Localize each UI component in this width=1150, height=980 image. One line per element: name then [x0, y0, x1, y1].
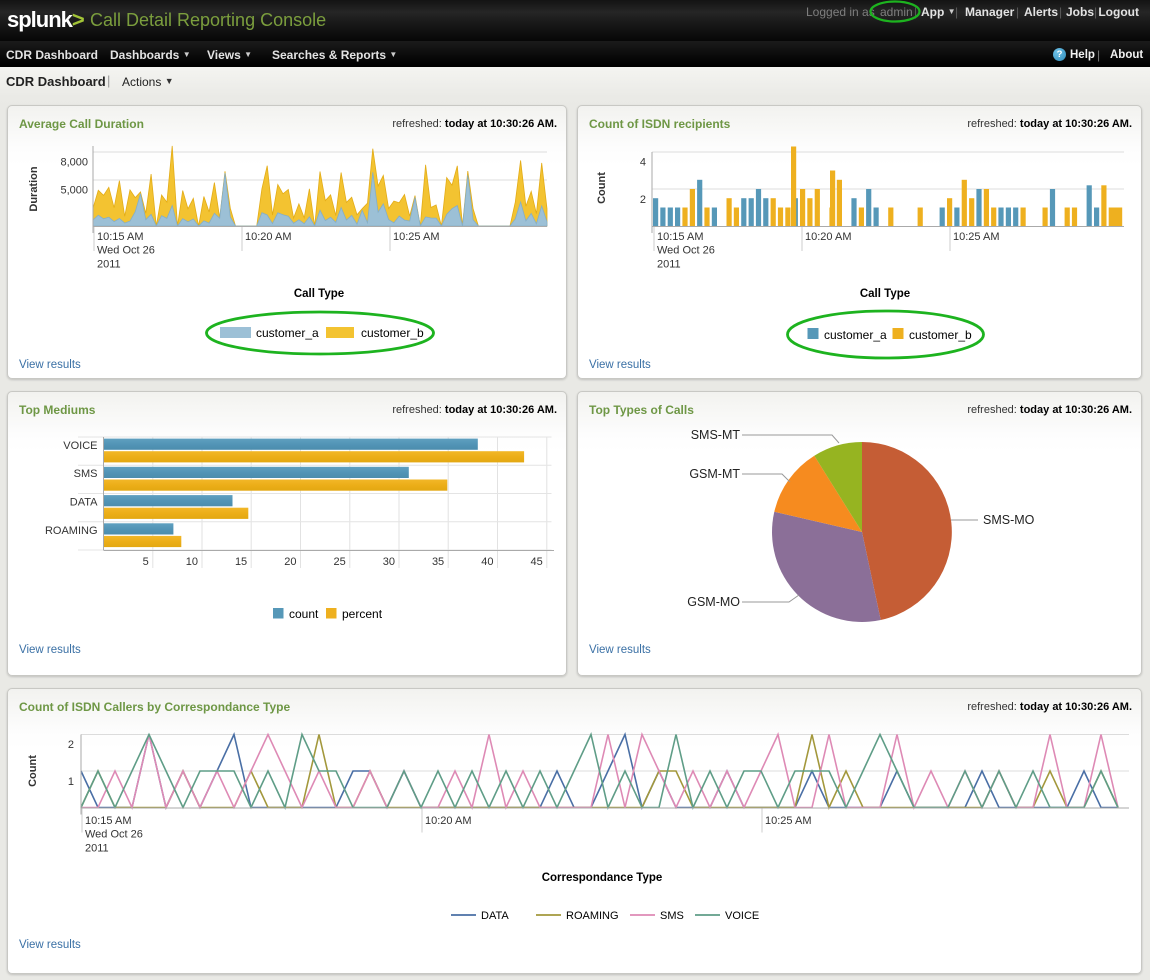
svg-text:4: 4: [640, 157, 646, 169]
svg-text:2011: 2011: [657, 258, 681, 270]
svg-text:VOICE: VOICE: [725, 910, 759, 922]
svg-text:10:15 AM: 10:15 AM: [657, 231, 703, 243]
svg-text:SMS: SMS: [660, 910, 684, 922]
svg-text:2: 2: [68, 739, 74, 751]
svg-text:customer_b: customer_b: [361, 326, 424, 340]
svg-text:SMS: SMS: [74, 468, 98, 480]
svg-text:VOICE: VOICE: [63, 440, 97, 452]
svg-text:SMS-MT: SMS-MT: [691, 428, 741, 442]
svg-text:Duration: Duration: [28, 166, 40, 212]
svg-text:Wed Oct 26: Wed Oct 26: [97, 245, 155, 257]
svg-text:Count: Count: [27, 755, 39, 787]
svg-text:SMS-MO: SMS-MO: [983, 513, 1035, 527]
svg-text:10:25 AM: 10:25 AM: [393, 231, 439, 243]
svg-text:15: 15: [235, 556, 247, 568]
svg-text:2011: 2011: [97, 258, 121, 270]
svg-text:40: 40: [481, 556, 493, 568]
svg-text:customer_a: customer_a: [824, 328, 887, 342]
svg-text:20: 20: [284, 556, 296, 568]
svg-text:Wed Oct 26: Wed Oct 26: [85, 829, 143, 841]
svg-text:DATA: DATA: [70, 497, 98, 509]
svg-text:10:25 AM: 10:25 AM: [953, 231, 999, 243]
svg-text:45: 45: [531, 556, 543, 568]
svg-text:25: 25: [334, 556, 346, 568]
svg-text:DATA: DATA: [481, 910, 509, 922]
svg-text:10:20 AM: 10:20 AM: [805, 231, 851, 243]
svg-text:Call Type: Call Type: [860, 288, 910, 300]
svg-text:Correspondance Type: Correspondance Type: [542, 872, 663, 884]
svg-text:10:15 AM: 10:15 AM: [85, 815, 131, 827]
svg-text:customer_a: customer_a: [256, 326, 319, 340]
svg-text:Wed Oct 26: Wed Oct 26: [657, 245, 715, 257]
svg-text:5: 5: [143, 556, 149, 568]
svg-text:30: 30: [383, 556, 395, 568]
svg-text:10:20 AM: 10:20 AM: [245, 231, 291, 243]
svg-text:5,000: 5,000: [60, 185, 88, 197]
svg-text:ROAMING: ROAMING: [566, 910, 619, 922]
svg-text:2011: 2011: [85, 842, 109, 854]
svg-text:ROAMING: ROAMING: [45, 525, 98, 537]
svg-text:2: 2: [640, 194, 646, 206]
svg-text:8,000: 8,000: [60, 157, 88, 169]
svg-text:10:25 AM: 10:25 AM: [765, 815, 811, 827]
svg-text:35: 35: [432, 556, 444, 568]
svg-text:Count: Count: [596, 172, 608, 204]
svg-text:GSM-MO: GSM-MO: [687, 595, 740, 609]
svg-text:10:20 AM: 10:20 AM: [425, 815, 471, 827]
svg-text:count: count: [289, 607, 319, 621]
svg-text:customer_b: customer_b: [909, 328, 972, 342]
svg-text:Call Type: Call Type: [294, 288, 344, 300]
svg-text:GSM-MT: GSM-MT: [689, 467, 740, 481]
svg-text:percent: percent: [342, 607, 383, 621]
svg-text:10: 10: [186, 556, 198, 568]
svg-text:1: 1: [68, 776, 74, 788]
svg-text:10:15 AM: 10:15 AM: [97, 231, 143, 243]
